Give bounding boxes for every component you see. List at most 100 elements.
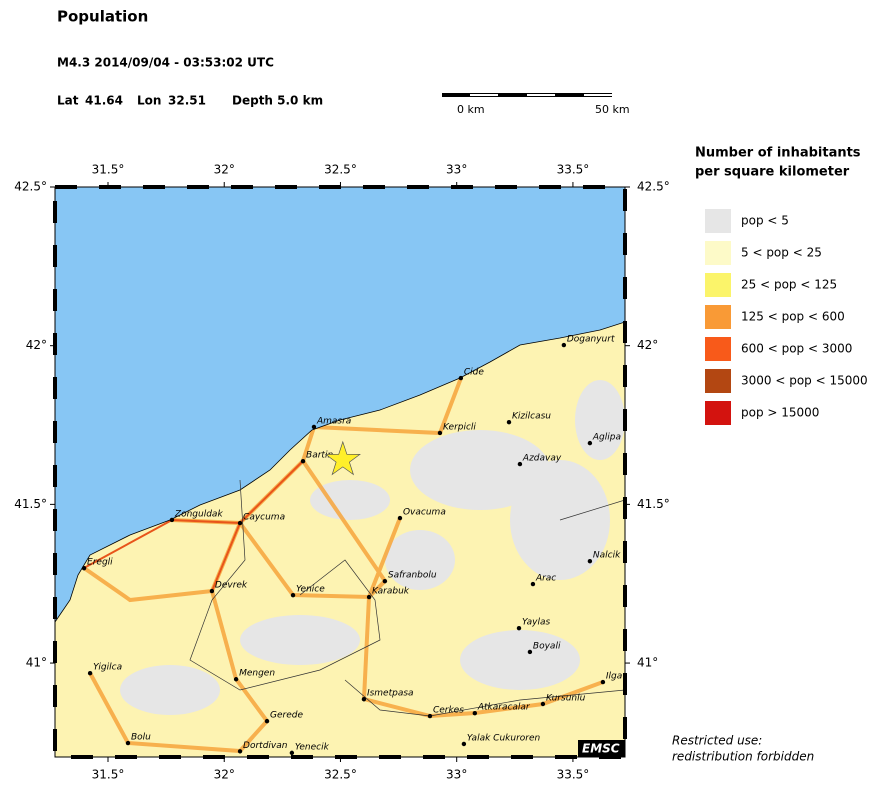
scale-bar [442,93,612,97]
city-label: Gerede [270,711,303,721]
city-dot [397,515,403,521]
city-label: Doganyurt [567,335,615,345]
city-dot [87,671,93,676]
city-label: Aglipa [592,433,621,443]
city-dot [311,424,317,430]
legend-label: 125 < pop < 600 [741,310,845,324]
depth: Depth 5.0 km [232,94,323,108]
x-tick-label: 31.5° [92,768,125,782]
lon-value: 32.51 [168,94,206,108]
city-label: Devrek [215,581,248,591]
notice: redistribution forbidden [672,750,814,764]
city-dot [461,741,467,747]
city-dot [437,430,443,436]
legend-label: pop < 5 [741,214,789,228]
city-dot [289,750,295,756]
badge: EMSC [582,742,620,756]
event-info: M4.3 2014/09/04 - 03:53:02 UTC [57,56,274,70]
city-label: Zonguldak [174,509,224,519]
x-tick-label: 32° [214,163,235,177]
y-tick-label: 41.5° [637,497,670,511]
y-tick-label: 42.5° [14,180,47,194]
epicenter [324,440,361,476]
city-label: Azdavay [522,454,562,464]
city-dot [209,588,215,594]
city-dot [233,677,239,682]
city-label: Kursunlu [546,693,586,703]
city-dot [427,713,433,719]
city-dot [587,440,593,446]
city-dot [81,565,87,571]
x-tick-label: 32.5° [324,768,357,782]
city-label: Dortdivan [243,741,288,751]
notice: Restricted use: [672,734,762,748]
lat-value: 41.64 [85,94,123,108]
city-label: Kerpicli [443,422,476,432]
city-dot [125,740,131,746]
city-label: Safranbolu [388,571,437,581]
legend-title: Number of inhabitants [695,146,861,161]
city-dot [237,520,243,526]
city-label: Kizilcasu [512,412,551,422]
legend-label: pop > 15000 [741,406,819,420]
city-label: Atkaracalar [477,703,531,713]
legend-title: per square kilometer [695,165,850,180]
city-label: Cerkes [433,706,464,716]
city-label: Arac [535,574,556,584]
lat-label: Lat [57,94,79,108]
sea [55,187,625,623]
badge-box [578,740,625,757]
x-tick-label: 31.5° [92,163,125,177]
city-label: Nalcik [593,551,621,561]
city-label: Caycuma [243,513,285,523]
legend-label: 600 < pop < 3000 [741,342,852,356]
legend-swatch [705,305,731,329]
x-tick-label: 32.5° [324,163,357,177]
x-tick-label: 33.5° [557,768,590,782]
y-tick-label: 41° [637,656,658,670]
city-label: Yaylas [522,618,551,628]
legend-swatch [705,337,731,361]
legend-swatch [705,209,731,233]
city-label: Cide [464,368,484,378]
city-label: Mengen [239,669,275,679]
y-tick-label: 41.5° [14,497,47,511]
city-label: Eregli [87,558,113,568]
city-dot [290,592,296,598]
city-dot [561,342,567,348]
legend-swatch [705,273,731,297]
city-label: Yenice [296,585,325,595]
legend-swatch [705,369,731,393]
city-dot [506,419,512,425]
city-dot [237,749,243,754]
city-dot [361,697,367,702]
city-label: Bartin [306,451,333,461]
city-dot [264,718,270,724]
city-dot [169,517,175,523]
dense-corridors [83,460,304,592]
city-dot [516,625,522,631]
map-area [55,187,625,757]
city-label: Boyali [533,641,561,651]
legend-swatch [705,241,731,265]
legend-label: 25 < pop < 125 [741,278,837,292]
legend-label: 5 < pop < 25 [741,246,822,260]
city-dot [517,461,523,467]
x-tick-label: 33° [446,163,467,177]
city-label: Ilga [606,672,622,682]
y-tick-label: 41° [26,656,47,670]
city-dot [472,711,478,716]
scale-start: 0 km [457,103,485,116]
city-dot [530,581,536,587]
city-label: Ovacuma [403,508,446,518]
city-dot [300,459,306,464]
scale-end: 50 km [595,103,630,116]
cities: Doganyurt Cide Kizilcasu Amasra Kerpicli Agli… [81,335,622,756]
city-label: Ismetpasa [367,689,414,699]
x-tick-label: 33.5° [557,163,590,177]
title: Population [57,8,148,26]
city-dot [587,558,593,564]
y-tick-label: 42.5° [637,180,670,194]
city-dot [600,679,606,685]
